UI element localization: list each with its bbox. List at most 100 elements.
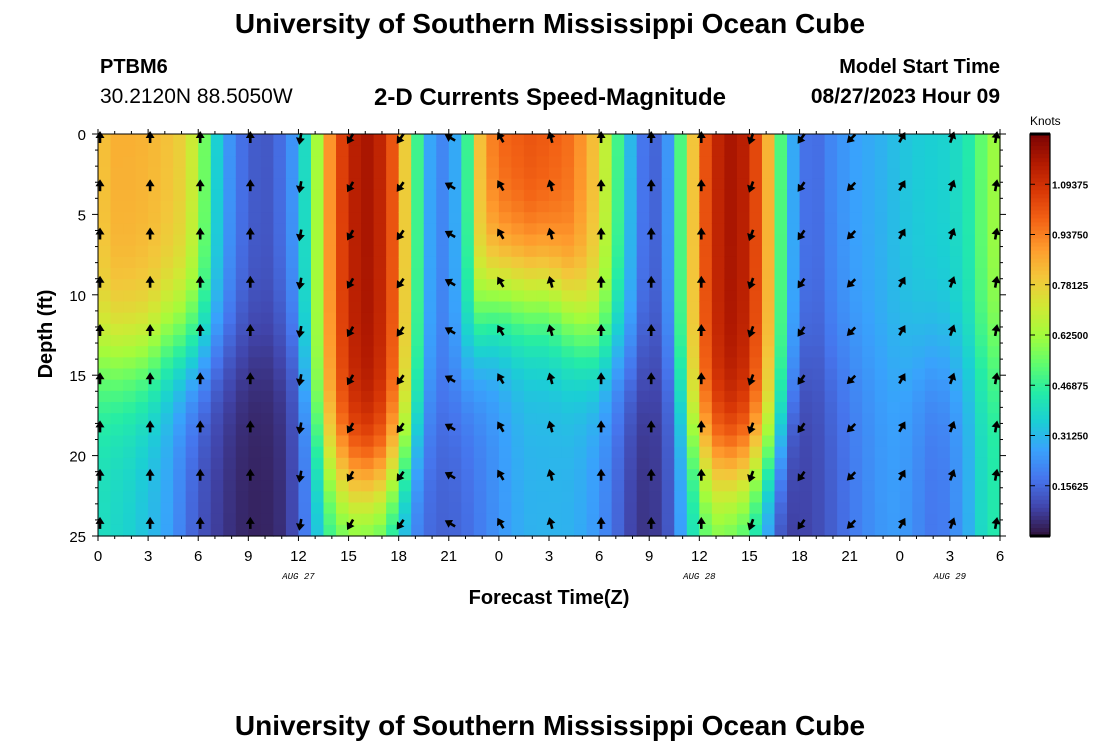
heatmap-cell (974, 212, 989, 224)
heatmap-cell (310, 480, 325, 492)
heatmap-cell (523, 346, 538, 358)
heatmap-cell (924, 189, 938, 202)
heatmap-cell (323, 268, 337, 280)
heatmap-cell (373, 424, 387, 437)
heatmap-cell (749, 491, 763, 504)
heatmap-cell (686, 480, 700, 492)
heatmap-cell (448, 424, 462, 437)
heatmap-cell (774, 290, 788, 303)
heatmap-cell (185, 268, 199, 280)
colorbar-segment (1030, 254, 1050, 260)
heatmap-cell (185, 167, 199, 180)
heatmap-cell (711, 134, 725, 146)
heatmap-cell (110, 301, 124, 314)
heatmap-cell (273, 480, 287, 492)
heatmap-cell (323, 402, 337, 414)
heatmap-cell (774, 134, 788, 146)
heatmap-cell (799, 279, 813, 291)
heatmap-cell (123, 524, 137, 537)
heatmap-cell (285, 502, 300, 515)
heatmap-cell (310, 256, 325, 269)
heatmap-cell (774, 524, 788, 537)
heatmap-cell (962, 335, 976, 347)
current-arrow (797, 519, 806, 530)
heatmap-cell (210, 413, 224, 425)
heatmap-cell (411, 446, 425, 459)
heatmap-cell (974, 201, 989, 213)
heatmap-cell (423, 201, 437, 213)
heatmap-cell (536, 413, 550, 425)
heatmap-cell (210, 402, 224, 414)
heatmap-cell (711, 245, 725, 258)
heatmap-cell (599, 268, 613, 280)
heatmap-cell (135, 178, 149, 191)
heatmap-cell (135, 268, 149, 280)
heatmap-cell (248, 167, 262, 180)
heatmap-cell (611, 201, 625, 213)
heatmap-cell (173, 212, 187, 224)
heatmap-cell (423, 268, 437, 280)
heatmap-cell (874, 301, 888, 314)
heatmap-cell (523, 390, 538, 403)
heatmap-cell (361, 145, 375, 157)
heatmap-cell (473, 480, 487, 492)
heatmap-cell (198, 167, 212, 180)
current-arrow (947, 469, 957, 481)
heatmap-cell (549, 223, 563, 236)
heatmap-cell (937, 156, 951, 169)
heatmap-cell (599, 301, 613, 314)
current-arrow (947, 227, 957, 240)
heatmap-cell (248, 513, 262, 526)
heatmap-cell (937, 435, 951, 448)
heatmap-cell (724, 491, 738, 504)
heatmap-cell (323, 357, 337, 370)
heatmap-cell (987, 513, 1001, 526)
heatmap-cell (223, 435, 237, 448)
heatmap-cell (323, 167, 337, 180)
heatmap-cell (611, 256, 625, 269)
heatmap-cell (699, 301, 713, 314)
heatmap-cell (724, 223, 738, 236)
heatmap-cell (937, 223, 951, 236)
heatmap-cell (661, 513, 675, 526)
heatmap-cell (473, 245, 487, 258)
heatmap-cell (674, 245, 688, 258)
heatmap-cell (549, 335, 563, 347)
heatmap-cell (711, 424, 725, 437)
heatmap-cell (987, 335, 1001, 347)
heatmap-cell (235, 268, 249, 280)
heatmap-cell (937, 178, 951, 191)
heatmap-cell (298, 290, 312, 303)
heatmap-cell (210, 513, 224, 526)
heatmap-cell (498, 524, 513, 537)
heatmap-cell (862, 368, 876, 381)
heatmap-cell (924, 268, 938, 280)
heatmap-cell (423, 524, 437, 537)
heatmap-cell (962, 390, 976, 403)
heatmap-cell (974, 390, 989, 403)
heatmap-cell (386, 513, 400, 526)
heatmap-cell (511, 301, 525, 314)
heatmap-cell (974, 469, 989, 481)
heatmap-cell (599, 357, 613, 370)
heatmap-cell (173, 513, 187, 526)
heatmap-cell (123, 413, 137, 425)
heatmap-cell (411, 480, 425, 492)
heatmap-cell (837, 502, 851, 515)
heatmap-cell (924, 390, 938, 403)
heatmap-cell (135, 312, 149, 325)
heatmap-cell (974, 234, 989, 247)
heatmap-cell (974, 223, 989, 236)
heatmap-cell (812, 513, 826, 526)
heatmap-cell (511, 212, 525, 224)
heatmap-cell (912, 491, 926, 504)
heatmap-cell (549, 145, 563, 157)
heatmap-cell (198, 424, 212, 437)
heatmap-cell (386, 480, 400, 492)
heatmap-cell (323, 134, 337, 146)
heatmap-cell (473, 301, 487, 314)
heatmap-cell (837, 480, 851, 492)
heatmap-cell (599, 491, 613, 504)
heatmap-cell (160, 469, 174, 481)
heatmap-cell (849, 424, 863, 437)
